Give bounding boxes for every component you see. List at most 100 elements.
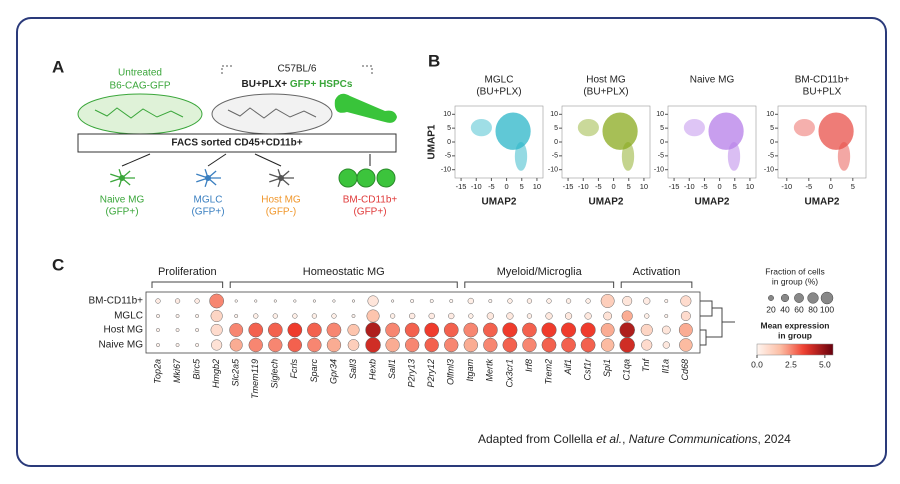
dot bbox=[502, 337, 518, 353]
gene-label: Cd68 bbox=[680, 359, 690, 381]
x-tick-label: 10 bbox=[533, 182, 541, 191]
dot bbox=[580, 337, 596, 353]
gene-label: Siglech bbox=[270, 359, 280, 389]
dot bbox=[502, 322, 518, 338]
x-tick-label: -10 bbox=[781, 182, 792, 191]
host-brain bbox=[211, 93, 333, 135]
y-tick-label: 5 bbox=[447, 125, 451, 132]
dot bbox=[622, 296, 633, 306]
umap-title: (BU+PLX) bbox=[476, 87, 521, 98]
y-tick-label: -10 bbox=[548, 167, 558, 174]
y-tick-label: 0 bbox=[447, 139, 451, 146]
dot bbox=[175, 314, 180, 318]
treatment: BU+PLX+ GFP+ HSPCs bbox=[242, 79, 353, 90]
x-tick-label: 0 bbox=[505, 182, 509, 191]
dot bbox=[366, 309, 380, 323]
dot bbox=[267, 322, 283, 338]
dot bbox=[311, 313, 318, 319]
dot bbox=[467, 297, 474, 305]
dot bbox=[424, 322, 440, 338]
size-legend-dot bbox=[794, 293, 804, 303]
dot bbox=[326, 322, 342, 338]
umap-cluster bbox=[818, 112, 854, 150]
dot bbox=[312, 299, 316, 303]
graft-text: GFP+ HSPCs bbox=[290, 79, 353, 90]
gene-label: Itgam bbox=[465, 359, 475, 382]
dot bbox=[621, 310, 633, 322]
group-bracket bbox=[229, 281, 458, 288]
dot bbox=[210, 323, 223, 337]
dot bbox=[603, 311, 613, 321]
dot bbox=[229, 323, 244, 337]
panel-c: C Proliferation Homeostatic MG Myeloid/Mic… bbox=[52, 255, 834, 398]
gene-label: Csf1r bbox=[582, 358, 592, 381]
dot bbox=[449, 299, 454, 303]
dot bbox=[640, 323, 653, 337]
gene-label: Aif1 bbox=[563, 359, 573, 376]
bm-cell bbox=[338, 168, 358, 188]
dot bbox=[408, 312, 416, 320]
dot bbox=[561, 337, 576, 353]
dot bbox=[560, 322, 577, 338]
umap-title: (BU+PLX) bbox=[583, 87, 628, 98]
group-label: Proliferation bbox=[158, 266, 217, 278]
dot bbox=[175, 343, 180, 347]
gene-label: Tnf bbox=[641, 358, 651, 373]
x-axis-label: UMAP2 bbox=[694, 197, 729, 208]
dot bbox=[483, 337, 498, 353]
x-tick-label: 0 bbox=[829, 182, 833, 191]
dot bbox=[643, 297, 651, 305]
dot bbox=[522, 337, 537, 353]
y-axis-label: UMAP1 bbox=[427, 124, 438, 159]
output-gfp: (GFP-) bbox=[266, 207, 297, 218]
dot bbox=[448, 312, 455, 320]
gene-label: P2ry13 bbox=[407, 359, 417, 388]
gene-label: Olfml3 bbox=[446, 359, 456, 385]
dot bbox=[248, 322, 264, 338]
group-bracket bbox=[151, 281, 224, 288]
x-tick-label: -10 bbox=[684, 182, 695, 191]
dot bbox=[174, 298, 181, 304]
x-tick-label: -5 bbox=[595, 182, 602, 191]
dot bbox=[424, 337, 439, 353]
x-tick-label: 5 bbox=[851, 182, 855, 191]
dot bbox=[307, 322, 322, 338]
dot bbox=[664, 314, 669, 318]
row-label: Host MG bbox=[104, 325, 144, 336]
cell-body bbox=[119, 175, 125, 181]
x-tick-label: -5 bbox=[805, 182, 812, 191]
x-axis-label: UMAP2 bbox=[588, 197, 623, 208]
dot bbox=[347, 323, 360, 337]
umap-cluster bbox=[495, 112, 531, 150]
umap-cluster bbox=[577, 118, 599, 137]
group-bracket bbox=[464, 281, 615, 288]
row-label: MGLC bbox=[114, 311, 143, 322]
dot bbox=[292, 313, 298, 319]
gene-label: Gpr34 bbox=[328, 359, 338, 384]
dot bbox=[331, 313, 337, 319]
dot bbox=[210, 309, 223, 323]
dot bbox=[506, 312, 514, 320]
y-tick-label: 5 bbox=[660, 125, 664, 132]
gene-label: Mki67 bbox=[172, 358, 182, 383]
colorbar-label: 2.5 bbox=[785, 359, 797, 369]
x-tick-label: 5 bbox=[733, 182, 737, 191]
brain-detail bbox=[94, 107, 184, 119]
gene-label: Spi1 bbox=[602, 359, 612, 377]
dot bbox=[234, 299, 238, 303]
dot bbox=[522, 322, 537, 338]
dot bbox=[155, 298, 161, 304]
size-legend-dot bbox=[807, 292, 819, 304]
x-axis-label: UMAP2 bbox=[481, 197, 516, 208]
treatment-text: BU+PLX+ bbox=[242, 79, 290, 90]
group-label: Myeloid/Microglia bbox=[497, 266, 583, 278]
dendrogram bbox=[700, 300, 735, 346]
x-tick-label: -15 bbox=[669, 182, 680, 191]
dot bbox=[507, 298, 513, 304]
gene-label: Fcrls bbox=[289, 359, 299, 379]
outputs: Naive MG(GFP+)MGLC(GFP+)Host MG(GFP-)BM-… bbox=[100, 153, 397, 218]
panel-label: B bbox=[428, 51, 440, 70]
dot bbox=[365, 322, 381, 338]
colorbar-label: 0.0 bbox=[751, 359, 763, 369]
gene-label: Hexb bbox=[367, 359, 377, 380]
